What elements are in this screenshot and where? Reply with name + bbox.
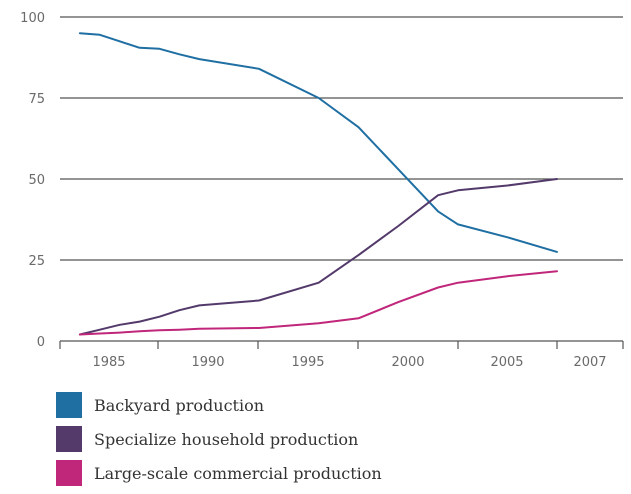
legend-item-household: Specialize household production — [56, 426, 382, 452]
line-chart: 0 25 50 75 100 1985 1990 1995 2000 2005 2007 — [20, 11, 624, 370]
y-tick-label-75: 75 — [28, 92, 45, 107]
x-tick-label-2007: 2007 — [573, 355, 606, 370]
series-line-1 — [78, 32, 558, 253]
legend-item-commercial: Large-scale commercial production — [56, 460, 382, 486]
legend-swatch-backyard — [56, 392, 82, 418]
x-tick-label-1985: 1985 — [92, 355, 125, 370]
legend-label-commercial: Large-scale commercial production — [94, 463, 382, 483]
legend-item-backyard: Backyard production — [56, 392, 382, 418]
x-axis-ticks: 1985 1990 1995 2000 2005 2007 — [92, 355, 606, 370]
legend-swatch-household — [56, 426, 82, 452]
series-line-3 — [78, 270, 558, 336]
series-line-2 — [78, 178, 558, 336]
legend-label-household: Specialize household production — [94, 429, 359, 449]
x-tick-label-1995: 1995 — [291, 355, 324, 370]
legend-swatch-commercial — [56, 460, 82, 486]
x-tick-label-2005: 2005 — [490, 355, 523, 370]
y-tick-label-0: 0 — [37, 335, 45, 350]
gridlines — [60, 16, 623, 261]
y-tick-label-100: 100 — [20, 11, 45, 26]
legend: Backyard production Specialize household… — [56, 392, 382, 494]
x-axis — [59, 340, 624, 349]
x-tick-label-1990: 1990 — [191, 355, 224, 370]
y-tick-label-50: 50 — [28, 173, 45, 188]
x-tick-label-2000: 2000 — [391, 355, 424, 370]
y-axis-ticks: 0 25 50 75 100 — [20, 11, 45, 350]
legend-label-backyard: Backyard production — [94, 395, 265, 415]
y-tick-label-25: 25 — [28, 254, 45, 269]
series-lines — [78, 32, 558, 336]
